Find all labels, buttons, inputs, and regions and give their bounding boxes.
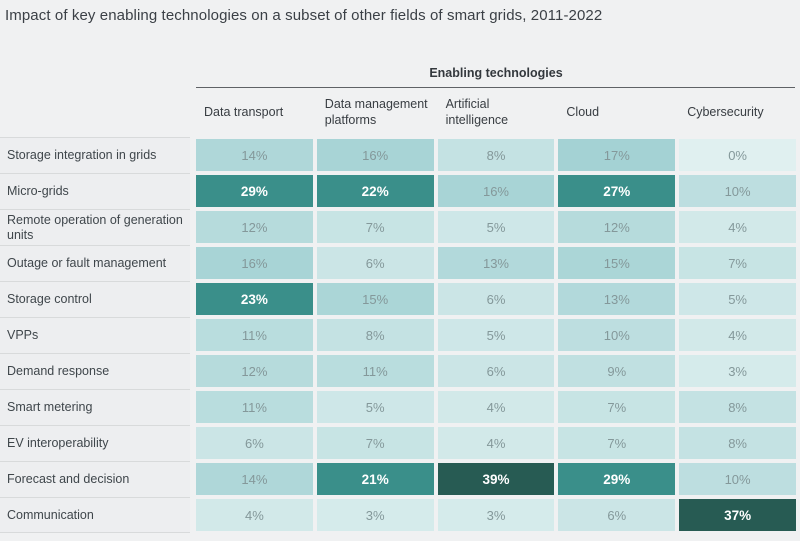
row-cells: 11% 8% 5% 10% 4%	[196, 317, 796, 353]
heatmap-cell: 12%	[196, 355, 313, 387]
heatmap-cell: 3%	[679, 355, 796, 387]
heatmap-cell: 13%	[437, 247, 555, 279]
column-header: Artificial intelligence	[445, 97, 509, 127]
column-header: Data transport	[204, 105, 284, 120]
table-row: Micro-grids 29% 22% 16% 27% 10%	[0, 173, 796, 209]
row-label: Outage or fault management	[0, 245, 190, 281]
table-row: Storage integration in grids 14% 16% 8% 17% 0…	[0, 137, 796, 173]
row-cells: 14% 16% 8% 17% 0%	[196, 137, 796, 173]
heatmap-cell: 12%	[558, 211, 676, 243]
table-row: Communication 4% 3% 3% 6% 37%	[0, 497, 796, 533]
heatmap-cell: 23%	[196, 283, 313, 315]
heatmap-cell: 37%	[679, 499, 796, 531]
row-label: Storage integration in grids	[0, 137, 190, 173]
heatmap-cell: 5%	[437, 211, 555, 243]
heatmap-cell: 6%	[437, 283, 555, 315]
header-rule	[196, 87, 795, 88]
table-row: Remote operation of generation units 12% 7…	[0, 209, 796, 245]
column-header: Cybersecurity	[687, 105, 764, 120]
row-label: Remote operation of generation units	[0, 209, 190, 245]
heatmap-cell: 11%	[316, 355, 434, 387]
row-cells: 14% 21% 39% 29% 10%	[196, 461, 796, 497]
row-cells: 4% 3% 3% 6% 37%	[196, 497, 796, 533]
heatmap-cell: 5%	[437, 319, 555, 351]
heatmap-cell: 5%	[316, 391, 434, 423]
heatmap-cell: 11%	[196, 319, 313, 351]
heatmap-cell: 27%	[558, 175, 676, 207]
heatmap-cell: 6%	[196, 427, 313, 459]
heatmap-cell: 8%	[437, 139, 555, 171]
heatmap-cell: 39%	[437, 463, 555, 495]
heatmap-cell: 4%	[196, 499, 313, 531]
heatmap-cell: 4%	[679, 319, 796, 351]
table-row: Smart metering 11% 5% 4% 7% 8%	[0, 389, 796, 425]
row-cells: 29% 22% 16% 27% 10%	[196, 173, 796, 209]
table-row: Storage control 23% 15% 6% 13% 5%	[0, 281, 796, 317]
heatmap-cell: 7%	[679, 247, 796, 279]
row-label: Smart metering	[0, 389, 190, 425]
row-label: EV interoperability	[0, 425, 190, 461]
heatmap-cell: 29%	[558, 463, 676, 495]
heatmap-cell: 15%	[316, 283, 434, 315]
heatmap-cell: 8%	[679, 427, 796, 459]
heatmap-cell: 8%	[316, 319, 434, 351]
heatmap-cell: 13%	[558, 283, 676, 315]
heatmap-cell: 21%	[316, 463, 434, 495]
heatmap-cell: 4%	[679, 211, 796, 243]
table-row: EV interoperability 6% 7% 4% 7% 8%	[0, 425, 796, 461]
heatmap-cell: 10%	[558, 319, 676, 351]
heatmap-cell: 7%	[558, 391, 676, 423]
heatmap-cell: 6%	[437, 355, 555, 387]
column-header: Data management platforms	[324, 97, 428, 127]
heatmap-cell: 4%	[437, 391, 555, 423]
row-cells: 12% 7% 5% 12% 4%	[196, 209, 796, 245]
row-label: Demand response	[0, 353, 190, 389]
heatmap-cell: 9%	[558, 355, 676, 387]
heatmap-cell: 16%	[196, 247, 313, 279]
row-cells: 23% 15% 6% 13% 5%	[196, 281, 796, 317]
row-label: Storage control	[0, 281, 190, 317]
heatmap-cell: 4%	[437, 427, 555, 459]
table-row: VPPs 11% 8% 5% 10% 4%	[0, 317, 796, 353]
row-label: Forecast and decision	[0, 461, 190, 497]
heatmap-cell: 0%	[679, 139, 796, 171]
table-row: Forecast and decision 14% 21% 39% 29% 10%	[0, 461, 796, 497]
row-cells: 12% 11% 6% 9% 3%	[196, 353, 796, 389]
heatmap-cell: 22%	[316, 175, 434, 207]
heatmap-cell: 6%	[316, 247, 434, 279]
row-label: VPPs	[0, 317, 190, 353]
column-group-header: Enabling technologies	[429, 66, 563, 80]
heatmap-cell: 16%	[437, 175, 555, 207]
heatmap-cell: 10%	[679, 463, 796, 495]
heatmap-cell: 5%	[679, 283, 796, 315]
page-title: Impact of key enabling technologies on a…	[5, 7, 603, 24]
heatmap-cell: 29%	[196, 175, 313, 207]
heatmap-cell: 7%	[316, 211, 434, 243]
heatmap-cell: 11%	[196, 391, 313, 423]
table-row: Demand response 12% 11% 6% 9% 3%	[0, 353, 796, 389]
heatmap-cell: 7%	[558, 427, 676, 459]
heatmap-cell: 14%	[196, 139, 313, 171]
row-label: Micro-grids	[0, 173, 190, 209]
column-headers: Data transport Data management platforms A…	[196, 93, 796, 133]
column-header: Cloud	[566, 105, 600, 120]
heatmap-cell: 7%	[316, 427, 434, 459]
heatmap-cell: 6%	[558, 499, 676, 531]
heatmap-cell: 15%	[558, 247, 676, 279]
heatmap-cell: 10%	[679, 175, 796, 207]
heatmap-rows: Storage integration in grids 14% 16% 8% 17% 0…	[0, 137, 796, 533]
heatmap-cell: 3%	[316, 499, 434, 531]
heatmap-cell: 3%	[437, 499, 555, 531]
heatmap-cell: 16%	[316, 139, 434, 171]
table-row: Outage or fault management 16% 6% 13% 15% 7%	[0, 245, 796, 281]
heatmap-cell: 12%	[196, 211, 313, 243]
row-cells: 11% 5% 4% 7% 8%	[196, 389, 796, 425]
heatmap-cell: 17%	[558, 139, 676, 171]
row-cells: 6% 7% 4% 7% 8%	[196, 425, 796, 461]
heatmap-cell: 14%	[196, 463, 313, 495]
row-cells: 16% 6% 13% 15% 7%	[196, 245, 796, 281]
heatmap-cell: 8%	[679, 391, 796, 423]
row-label: Communication	[0, 497, 190, 533]
